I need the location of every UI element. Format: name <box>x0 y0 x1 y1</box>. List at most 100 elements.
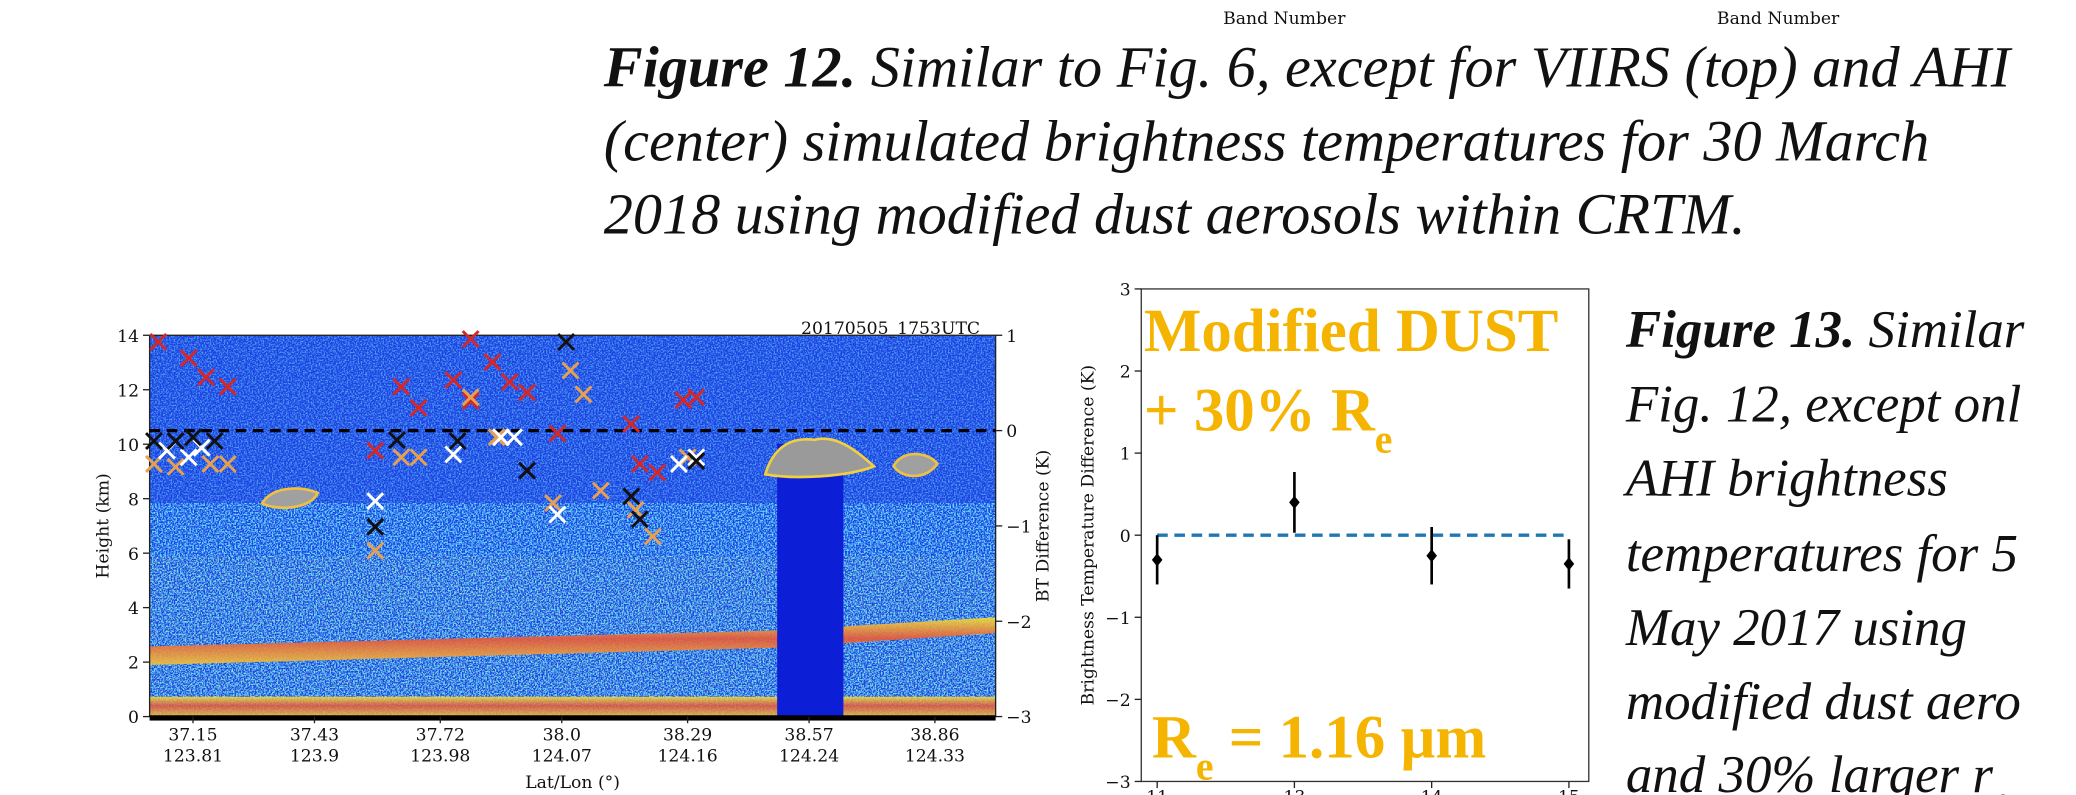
marker <box>687 452 706 471</box>
x-tick-sublabel: 124.33 <box>905 747 965 767</box>
marker <box>179 448 198 467</box>
caption-line: Fig. 12, except onl <box>1625 375 2021 433</box>
marker <box>548 424 567 443</box>
x-tick-label: 38.0 <box>543 725 581 745</box>
marker <box>622 487 641 506</box>
x-tick-label: 37.43 <box>290 725 339 745</box>
marker <box>366 541 385 560</box>
x-axis-title: Lat/Lon (°) <box>525 773 620 793</box>
marker <box>366 517 385 536</box>
marker <box>518 383 537 402</box>
marker <box>461 388 480 407</box>
y2-tick-label: −3 <box>1006 708 1031 728</box>
x-tick-label: 38.86 <box>910 725 959 745</box>
marker <box>548 505 567 524</box>
marker <box>630 454 649 473</box>
y-tick-label: 0 <box>128 708 139 728</box>
point <box>1426 549 1437 563</box>
marker <box>505 428 524 447</box>
caption-subscript: e <box>1993 781 2008 795</box>
y-tick-label: −3 <box>1105 773 1130 793</box>
marker <box>461 330 480 349</box>
y2-tick-label: −1 <box>1006 518 1031 538</box>
annotation-text: = 1.16 µm <box>1213 705 1486 772</box>
marker <box>591 481 610 500</box>
annotation: Modified DUST <box>1144 298 1558 365</box>
marker <box>622 414 641 433</box>
x-tick-label: 38.57 <box>784 725 833 745</box>
curtain-image <box>149 335 996 717</box>
x-tick-sublabel: 124.07 <box>532 747 592 767</box>
marker <box>166 457 185 476</box>
caption-line: modified dust aero <box>1626 673 2021 731</box>
x-tick-label: 38.29 <box>663 725 712 745</box>
marker <box>448 432 467 451</box>
marker <box>201 454 220 473</box>
marker <box>643 527 662 546</box>
caption-text: and 30% larger r <box>1626 746 1994 795</box>
marker <box>544 494 563 513</box>
marker <box>444 445 463 464</box>
x-tick-sublabel: 123.81 <box>163 747 223 767</box>
x-tick-label: 37.15 <box>168 725 217 745</box>
y-axis-title: Height (km) <box>94 473 114 578</box>
point <box>1151 553 1163 567</box>
marker <box>149 332 168 351</box>
caption-label: Figure 13. <box>1625 301 1855 359</box>
marker <box>444 371 463 390</box>
marker <box>387 431 406 450</box>
y-tick-label: 14 <box>117 327 139 347</box>
caption-line: temperatures for 5 <box>1626 525 2018 583</box>
marker <box>500 373 519 391</box>
marker <box>483 352 502 371</box>
x-tick-label: 15 <box>1558 788 1580 795</box>
y2-tick-label: 1 <box>1006 327 1017 347</box>
marker <box>687 388 706 407</box>
y-tick-label: 8 <box>128 490 139 510</box>
caption-line: (center) simulated brightness temperatur… <box>604 109 1930 174</box>
annotation-text: + 30% R <box>1144 378 1376 445</box>
y-tick-label: 4 <box>128 599 139 619</box>
marker <box>392 377 411 396</box>
marker <box>561 361 580 380</box>
y2-tick-label: −2 <box>1006 613 1031 633</box>
marker <box>626 500 645 519</box>
y-tick-label: 2 <box>1120 363 1131 383</box>
y-tick-label: 12 <box>117 381 139 401</box>
y-tick-label: −2 <box>1105 691 1130 711</box>
x-tick-sublabel: 123.9 <box>290 747 339 767</box>
annotation-subscript: e <box>1375 418 1393 462</box>
caption-line: and 30% larger re <box>1626 746 2008 795</box>
x-tick-label: 11 <box>1146 788 1168 795</box>
y2-axis-title: BT Difference (K) <box>1034 450 1054 602</box>
caption-text: Similar <box>1869 301 2025 359</box>
point <box>1289 495 1300 509</box>
x-tick-sublabel: 124.16 <box>657 747 717 767</box>
marker <box>366 492 385 511</box>
caption-line: May 2017 using <box>1625 599 1967 657</box>
marker <box>557 332 576 351</box>
marker <box>461 392 480 411</box>
axis-label: Band Number <box>1223 9 1346 29</box>
marker <box>197 368 215 387</box>
marker <box>366 441 385 460</box>
x-tick-sublabel: 124.24 <box>779 747 839 767</box>
marker <box>518 461 537 480</box>
marker <box>144 432 163 451</box>
marker <box>166 432 185 451</box>
x-tick-label: 14 <box>1421 788 1443 795</box>
marker <box>218 377 237 396</box>
y-tick-label: 2 <box>128 654 139 674</box>
y2-tick-label: 0 <box>1006 422 1017 442</box>
caption-label: Figure 12. <box>603 34 856 99</box>
annotation-subscript: e <box>1196 745 1214 789</box>
marker <box>179 349 198 368</box>
annotation: 20170505_1753UTC <box>801 319 980 339</box>
y-axis-title: Brightness Temperature Difference (K) <box>1079 365 1099 706</box>
marker <box>487 428 506 447</box>
marker <box>184 428 202 447</box>
ground-line <box>149 715 996 721</box>
y-tick-label: 1 <box>1120 445 1131 465</box>
